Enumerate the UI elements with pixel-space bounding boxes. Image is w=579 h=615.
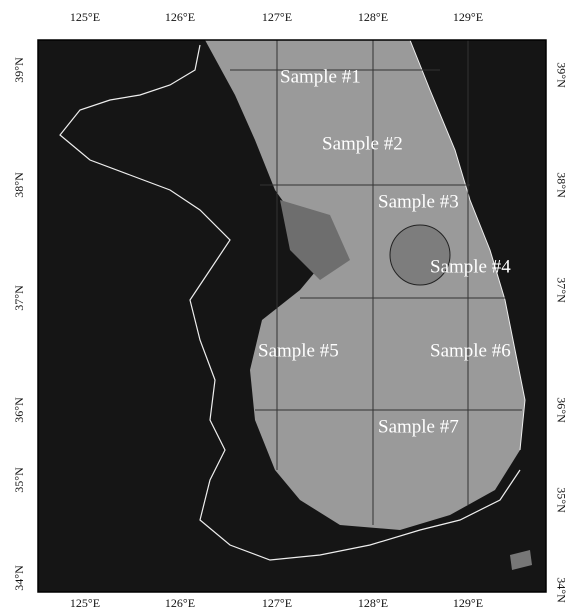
lon-label: 125°E [70, 596, 100, 610]
lat-label: 38°N [12, 172, 26, 198]
lat-label: 34°N [12, 565, 26, 591]
lat-label: 35°N [12, 467, 26, 493]
sample-label: Sample #4 [430, 256, 511, 277]
lat-label: 37°N [12, 285, 26, 311]
lat-label: 35°N [554, 487, 568, 513]
lat-label: 39°N [554, 62, 568, 88]
lon-label: 126°E [165, 596, 195, 610]
sample-label: Sample #6 [430, 340, 511, 361]
lon-label: 127°E [262, 10, 292, 24]
lat-label: 34°N [554, 577, 568, 603]
lon-label: 126°E [165, 10, 195, 24]
lat-label: 36°N [12, 397, 26, 423]
lat-label: 36°N [554, 397, 568, 423]
lon-label: 129°E [453, 596, 483, 610]
lon-label: 125°E [70, 10, 100, 24]
lon-label: 127°E [262, 596, 292, 610]
sample-label: Sample #2 [322, 133, 403, 154]
lat-label: 39°N [12, 57, 26, 83]
sample-label: Sample #5 [258, 340, 339, 361]
map-figure: 125°E 125°E 126°E 126°E 127°E 127°E 128°E 128°E… [0, 0, 579, 615]
lon-label: 129°E [453, 10, 483, 24]
lon-label: 128°E [358, 10, 388, 24]
lat-label: 37°N [554, 277, 568, 303]
sample-label: Sample #1 [280, 66, 361, 87]
sample-label: Sample #7 [378, 416, 459, 437]
sample-label: Sample #3 [378, 191, 459, 212]
lat-label: 38°N [554, 172, 568, 198]
lon-label: 128°E [358, 596, 388, 610]
